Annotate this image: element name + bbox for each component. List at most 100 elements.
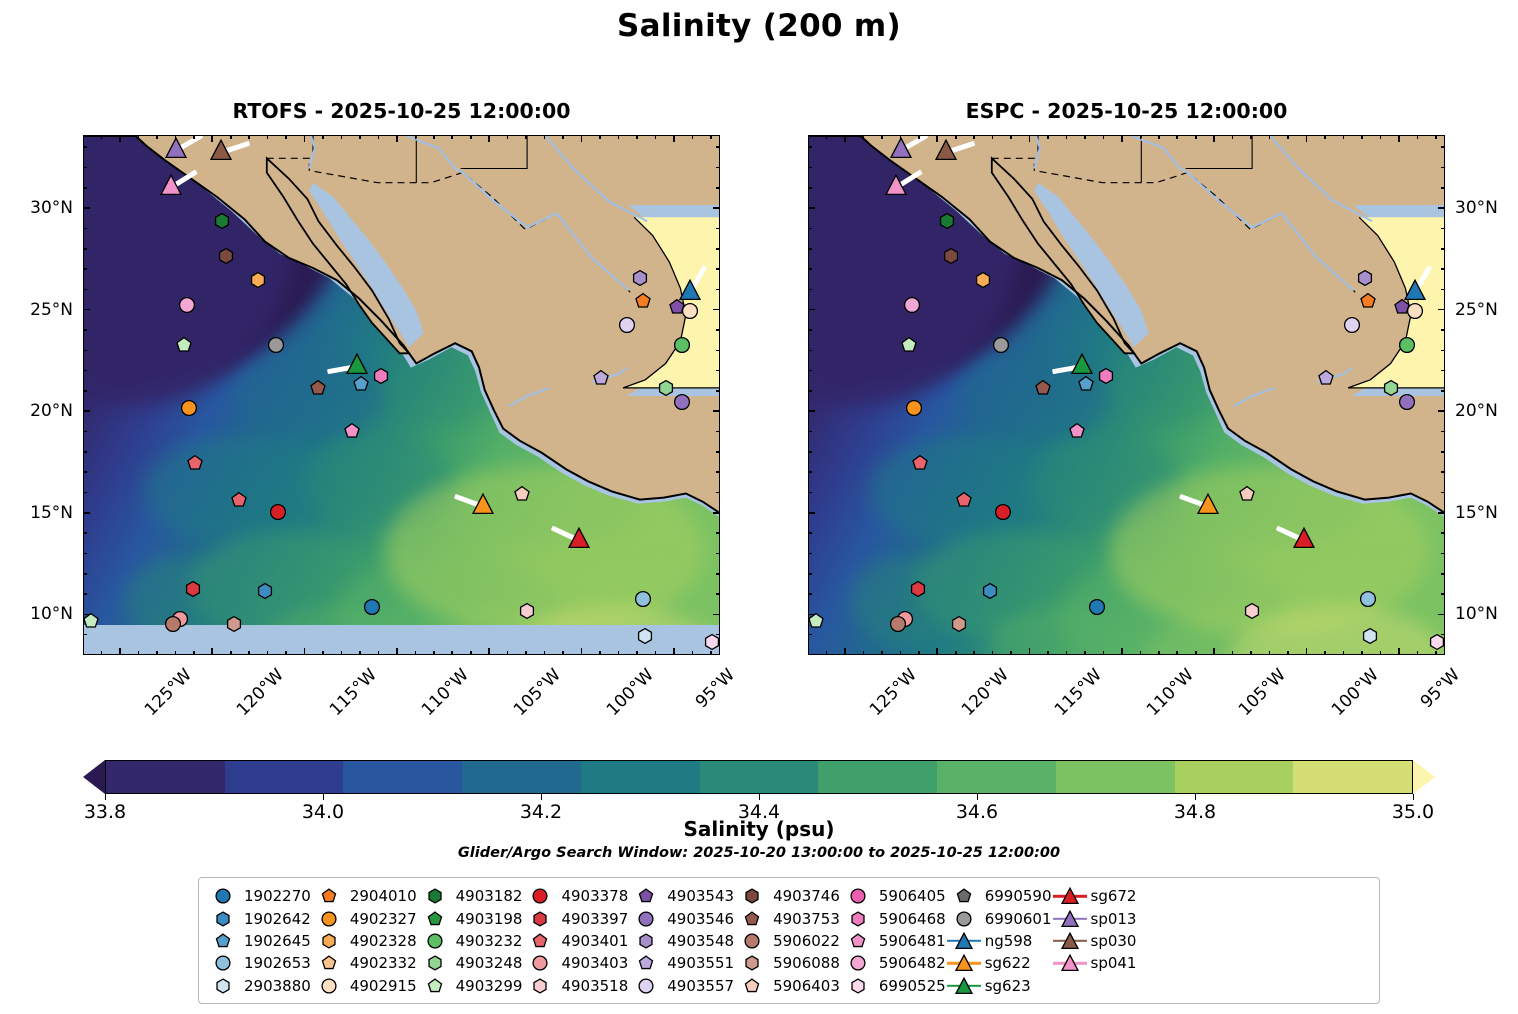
argo-float-marker[interactable]	[1317, 369, 1334, 386]
legend-item[interactable]: sp030	[1052, 930, 1136, 952]
argo-float-marker[interactable]	[363, 599, 381, 616]
glider-marker[interactable]	[1196, 492, 1219, 515]
argo-float-marker[interactable]	[1088, 599, 1106, 616]
glider-marker[interactable]	[471, 492, 494, 515]
argo-float-marker[interactable]	[674, 337, 691, 354]
argo-float-marker[interactable]	[175, 337, 192, 354]
argo-float-marker[interactable]	[974, 272, 991, 289]
legend-item[interactable]: 4903299	[417, 975, 522, 997]
legend-item[interactable]: sg672	[1052, 885, 1136, 907]
glider-marker[interactable]	[890, 136, 913, 159]
legend-item[interactable]: ng598	[946, 930, 1052, 952]
argo-float-marker[interactable]	[231, 491, 248, 508]
argo-float-marker[interactable]	[631, 270, 648, 287]
argo-float-marker[interactable]	[809, 613, 825, 630]
argo-float-marker[interactable]	[906, 400, 923, 417]
legend-item[interactable]: 4903182	[417, 885, 522, 907]
argo-float-marker[interactable]	[164, 615, 181, 632]
argo-float-marker[interactable]	[352, 375, 369, 392]
argo-float-marker[interactable]	[1098, 367, 1115, 384]
legend-item[interactable]: sp041	[1052, 952, 1136, 974]
legend-item[interactable]: 2903880	[205, 975, 311, 997]
legend-item[interactable]: 4903248	[417, 952, 522, 974]
argo-float-marker[interactable]	[373, 367, 390, 384]
legend-item[interactable]: 4903557	[628, 975, 734, 997]
argo-float-marker[interactable]	[592, 369, 609, 386]
argo-float-marker[interactable]	[267, 337, 285, 354]
argo-float-marker[interactable]	[218, 247, 235, 264]
argo-float-marker[interactable]	[637, 627, 654, 644]
argo-float-marker[interactable]	[1428, 633, 1444, 650]
argo-float-marker[interactable]	[956, 491, 973, 508]
legend-item[interactable]: 6990601	[946, 907, 1052, 929]
argo-float-marker[interactable]	[635, 292, 652, 309]
legend-item[interactable]: sp013	[1052, 907, 1136, 929]
argo-float-marker[interactable]	[310, 379, 327, 396]
argo-float-marker[interactable]	[513, 485, 530, 502]
legend-item[interactable]: sg622	[946, 952, 1052, 974]
argo-float-marker[interactable]	[1393, 298, 1410, 315]
argo-float-marker[interactable]	[214, 213, 231, 230]
argo-float-marker[interactable]	[981, 582, 998, 600]
argo-float-marker[interactable]	[618, 316, 635, 333]
argo-float-marker[interactable]	[256, 582, 273, 600]
argo-float-marker[interactable]	[668, 298, 685, 315]
argo-float-marker[interactable]	[681, 302, 698, 319]
legend-item[interactable]: 5906482	[840, 952, 946, 974]
legend-item[interactable]: 4903403	[522, 952, 628, 974]
legend-item[interactable]: 4903551	[628, 952, 734, 974]
legend-item[interactable]: 6990590	[946, 885, 1052, 907]
argo-float-marker[interactable]	[939, 213, 956, 230]
argo-float-marker[interactable]	[674, 394, 691, 411]
argo-float-marker[interactable]	[1406, 302, 1423, 319]
argo-float-marker[interactable]	[249, 272, 266, 289]
legend-item[interactable]: 5906403	[734, 975, 840, 997]
legend-item[interactable]: 4903397	[522, 907, 628, 929]
argo-float-marker[interactable]	[84, 613, 100, 630]
argo-float-marker[interactable]	[184, 580, 201, 598]
legend-item[interactable]: 4903378	[522, 885, 628, 907]
argo-float-marker[interactable]	[1360, 292, 1377, 309]
argo-float-marker[interactable]	[1343, 316, 1360, 333]
legend-item[interactable]: 5906405	[840, 885, 946, 907]
glider-marker[interactable]	[567, 526, 590, 549]
legend-item[interactable]: 4902328	[311, 930, 417, 952]
glider-marker[interactable]	[1071, 352, 1094, 375]
legend-item[interactable]: 2904010	[311, 885, 417, 907]
glider-marker[interactable]	[678, 279, 701, 301]
argo-float-marker[interactable]	[904, 296, 921, 313]
map-frame-espc[interactable]	[808, 135, 1445, 655]
argo-float-marker[interactable]	[1382, 379, 1399, 397]
legend-item[interactable]: 1902645	[205, 930, 311, 952]
argo-float-marker[interactable]	[519, 603, 536, 620]
glider-marker[interactable]	[165, 136, 188, 159]
argo-float-marker[interactable]	[900, 337, 917, 354]
argo-float-marker[interactable]	[1360, 591, 1377, 608]
argo-float-marker[interactable]	[992, 337, 1010, 354]
legend-item[interactable]: 5906481	[840, 930, 946, 952]
argo-float-marker[interactable]	[1356, 270, 1373, 287]
argo-float-marker[interactable]	[911, 454, 928, 472]
argo-float-marker[interactable]	[1399, 394, 1416, 411]
argo-float-marker[interactable]	[1035, 379, 1052, 396]
glider-marker[interactable]	[884, 173, 907, 196]
argo-float-marker[interactable]	[950, 615, 967, 632]
legend-item[interactable]: 4903548	[628, 930, 734, 952]
glider-marker[interactable]	[1292, 526, 1315, 549]
argo-float-marker[interactable]	[943, 247, 960, 264]
legend-item[interactable]: 4903232	[417, 930, 522, 952]
glider-marker[interactable]	[209, 139, 232, 161]
argo-float-marker[interactable]	[1077, 375, 1094, 392]
argo-float-marker[interactable]	[635, 591, 652, 608]
argo-float-marker[interactable]	[1362, 627, 1379, 644]
legend-item[interactable]: sg623	[946, 975, 1052, 997]
legend-item[interactable]: 5906468	[840, 907, 946, 929]
argo-float-marker[interactable]	[1244, 603, 1261, 620]
legend-item[interactable]: 4902327	[311, 907, 417, 929]
legend-item[interactable]: 4903753	[734, 907, 840, 929]
legend-item[interactable]: 5906022	[734, 930, 840, 952]
glider-marker[interactable]	[346, 352, 369, 375]
legend-item[interactable]: 6990525	[840, 975, 946, 997]
legend-item[interactable]: 4903546	[628, 907, 734, 929]
legend-item[interactable]: 4903401	[522, 930, 628, 952]
